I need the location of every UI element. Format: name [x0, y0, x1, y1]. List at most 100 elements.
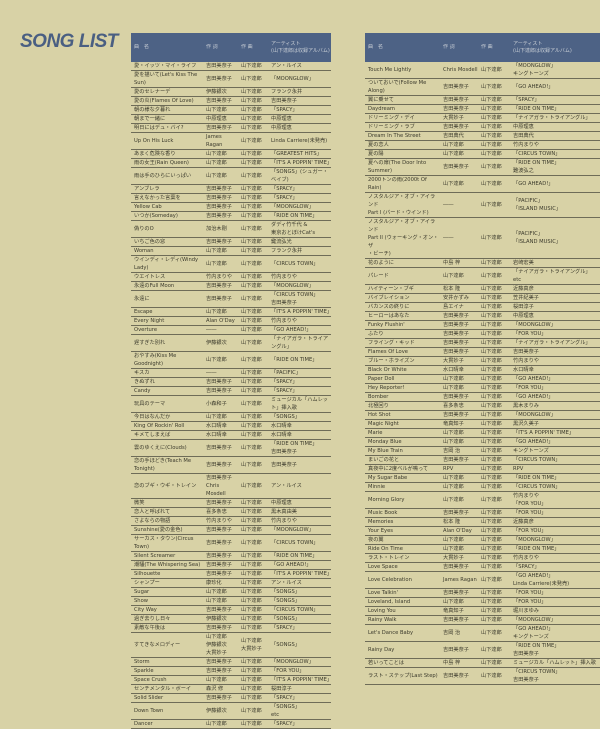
- table-row: Minnie 山下達郎 山下達郎 「CIRCUS TOWN」: [365, 483, 600, 492]
- composer: 山下達郎: [241, 173, 262, 179]
- table-row: ふたり 吉田美奈子 山下達郎 「FOR YOU」: [365, 330, 600, 339]
- artist: Linda Carriere(未発売): [271, 138, 328, 144]
- song-title: Woman: [134, 248, 154, 254]
- song-title: Show: [134, 598, 148, 604]
- song-title: Up On His Luck: [134, 138, 174, 144]
- lyricist: 吉田美奈子: [443, 564, 469, 570]
- table-row: ラスト・トレイン 大貫妙子 山下達郎 竹内まりや: [365, 554, 600, 563]
- table-row: Music Book 吉田美奈子 山下達郎 「FOR YOU」: [365, 509, 600, 518]
- song-title: パレード: [368, 273, 389, 279]
- lyricist: 山下達郎: [206, 357, 227, 363]
- table-row: ついておいで(Follow Me Along) 吉田美奈子 山下達郎 「GO AHEA…: [365, 79, 600, 96]
- table-row: キスカ ―― 山下達郎 「PACIFIC」: [131, 369, 331, 378]
- composer: 山下達郎: [481, 331, 502, 337]
- table-row: Dancer 山下達郎 山下達郎 「SPACY」: [131, 720, 331, 729]
- artist: 竹内まりや 「FOR YOU」: [513, 493, 547, 507]
- table-row: アンブレラ 吉田美奈子 山下達郎 「SPACY」: [131, 185, 331, 194]
- lyricist: 吉田美奈子: [206, 527, 232, 533]
- artist: 中原理恵: [513, 313, 534, 319]
- artist: 「GO AHEAD!」: [513, 439, 554, 445]
- song-title: Every Night: [134, 318, 165, 324]
- table-row: Sugar 山下達郎 山下達郎 「SONGS」: [131, 588, 331, 597]
- artist: 「ナイアガラ・トライアングル」: [513, 115, 591, 121]
- lyricist: 吉田美奈子: [206, 695, 232, 701]
- lyricist: 吉田美奈子: [443, 510, 469, 516]
- artist: 岩崎宏美: [513, 260, 534, 266]
- song-title: 夜の翼: [368, 537, 384, 543]
- table-row: Let's Dance Baby 吉岡 治 山下達郎 「GO AHEAD!」 キングト…: [365, 625, 600, 642]
- song-title: アンブレラ: [134, 186, 160, 192]
- lyricist: ――: [206, 327, 217, 333]
- artist: 「GO AHEAD!」 Linda Carriere(未発売): [513, 573, 570, 587]
- composer: 山下達郎: [241, 607, 262, 613]
- lyricist: 山下達郎: [443, 599, 464, 605]
- lyricist: 吉田美奈子: [206, 659, 232, 665]
- artist: 中原理恵: [271, 500, 292, 506]
- table-body: 愛・イッツ・マイ・ライフ 吉田美奈子 山下達郎 アン・ルイス 愛を描いて(Let's K…: [131, 62, 331, 729]
- composer: 山下達郎: [241, 296, 262, 302]
- table-row: きぬずれ 吉田美奈子 山下達郎 「SPACY」: [131, 378, 331, 387]
- composer: 山下達郎: [481, 376, 502, 382]
- table-row: Sunshine(愛の金色) 吉田美奈子 山下達郎 「MOONGLOW」: [131, 526, 331, 535]
- composer: 山下達郎: [481, 403, 502, 409]
- table-row: ブルー・ホライズン 大貫妙子 山下達郎 竹内まりや: [365, 357, 600, 366]
- lyricist: 竜真知子: [443, 608, 464, 614]
- artist: 「FOR YOU」: [513, 510, 547, 516]
- artist: 「SONGS」 etc: [271, 704, 300, 718]
- table-row: King Of Rockin' Roll 水口晴幸 山下達郎 水口晴幸: [131, 422, 331, 431]
- composer: 山下達郎: [481, 528, 502, 534]
- composer: 山下達郎: [481, 133, 502, 139]
- composer: 山下達郎: [241, 708, 262, 714]
- composer: 山下達郎: [481, 555, 502, 561]
- table-header: 曲 名 作 詞 作 曲 アーティスト (山下達郎は収録アルバム): [131, 33, 331, 62]
- header-lyricist: 作 詞: [206, 44, 218, 50]
- table-row: 愛の炎(Flames Of Love) 吉田美奈子 山下達郎 吉田美奈子: [131, 97, 331, 106]
- song-title: まいごの花と: [368, 457, 400, 463]
- artist: 「SPACY」: [271, 195, 298, 201]
- song-title: Let's Dance Baby: [368, 630, 414, 636]
- table-row: 恋人と呼ばれて 喜多条忠 山下達郎 黒木真由美: [131, 508, 331, 517]
- composer: 山下達郎: [241, 274, 262, 280]
- artist: 竹内まりや: [271, 518, 297, 524]
- artist: 「MOONGLOW」: [271, 204, 314, 210]
- artist: 「SPACY」: [513, 97, 540, 103]
- lyricist: 竹内まりや: [206, 274, 232, 280]
- composer: 山下達郎: [241, 423, 262, 429]
- table-row: 永遠に 吉田美奈子 山下達郎 「CIRCUS TOWN」 吉田美奈子: [131, 291, 331, 308]
- table-row: サーカス・タウン(Circus Town) 吉田美奈子 山下達郎 「CIRCUS TO…: [131, 535, 331, 552]
- table-row: ハイティーン・ブギ 松本 隆 山下達郎 近藤真彦: [365, 285, 600, 294]
- lyricist: 松本 隆: [443, 286, 461, 292]
- artist: 「GO AHEAD!」: [513, 376, 554, 382]
- composer: 山下達郎: [241, 580, 262, 586]
- composer: 山下達郎: [241, 370, 262, 376]
- composer: 山下達郎: [241, 462, 262, 468]
- lyricist: 吉田典代: [443, 133, 464, 139]
- lyricist: 吉岡 治: [443, 630, 461, 636]
- lyricist: 大貫妙子: [443, 115, 464, 121]
- artist: 「FOR YOU」: [513, 385, 547, 391]
- lyricist: ――: [443, 235, 454, 241]
- artist: 「CIRCUS TOWN」: [271, 607, 319, 613]
- composer: 山下達郎: [241, 483, 262, 489]
- artist: 「CIRCUS TOWN」: [271, 261, 319, 267]
- song-title: 明日にはデュ・バイ?: [134, 125, 184, 131]
- composer: 山下達郎: [241, 357, 262, 363]
- table-row: ドリーミング・デイ 大貫妙子 山下達郎 「ナイアガラ・トライアングル」: [365, 114, 600, 123]
- table-row: 花のように 中島 梓 山下達郎 岩崎宏美: [365, 259, 600, 268]
- lyricist: 吉田美奈子: [206, 625, 232, 631]
- composer: 山下達郎: [481, 421, 502, 427]
- song-title: シャンプー: [134, 580, 160, 586]
- composer: 山下達郎: [481, 202, 502, 208]
- song-title: 若いってことは: [368, 660, 405, 666]
- composer: 山下達郎: [481, 115, 502, 121]
- song-title: Storm: [134, 659, 150, 665]
- composer: 山下達郎: [481, 430, 502, 436]
- song-title: 夏への扉(The Door Into Summer): [368, 160, 427, 174]
- lyricist: 中島 梓: [443, 660, 461, 666]
- artist: 「SONGS」: [271, 589, 300, 595]
- composer: 山下達郎: [481, 394, 502, 400]
- composer: 山下達郎: [241, 138, 262, 144]
- song-title: Sunshine(愛の金色): [134, 527, 183, 533]
- song-title: Daydream: [368, 106, 395, 112]
- table-row: 雨の女王(Rain Queen) 山下達郎 山下達郎 「IT'S A POPPIN' …: [131, 159, 331, 168]
